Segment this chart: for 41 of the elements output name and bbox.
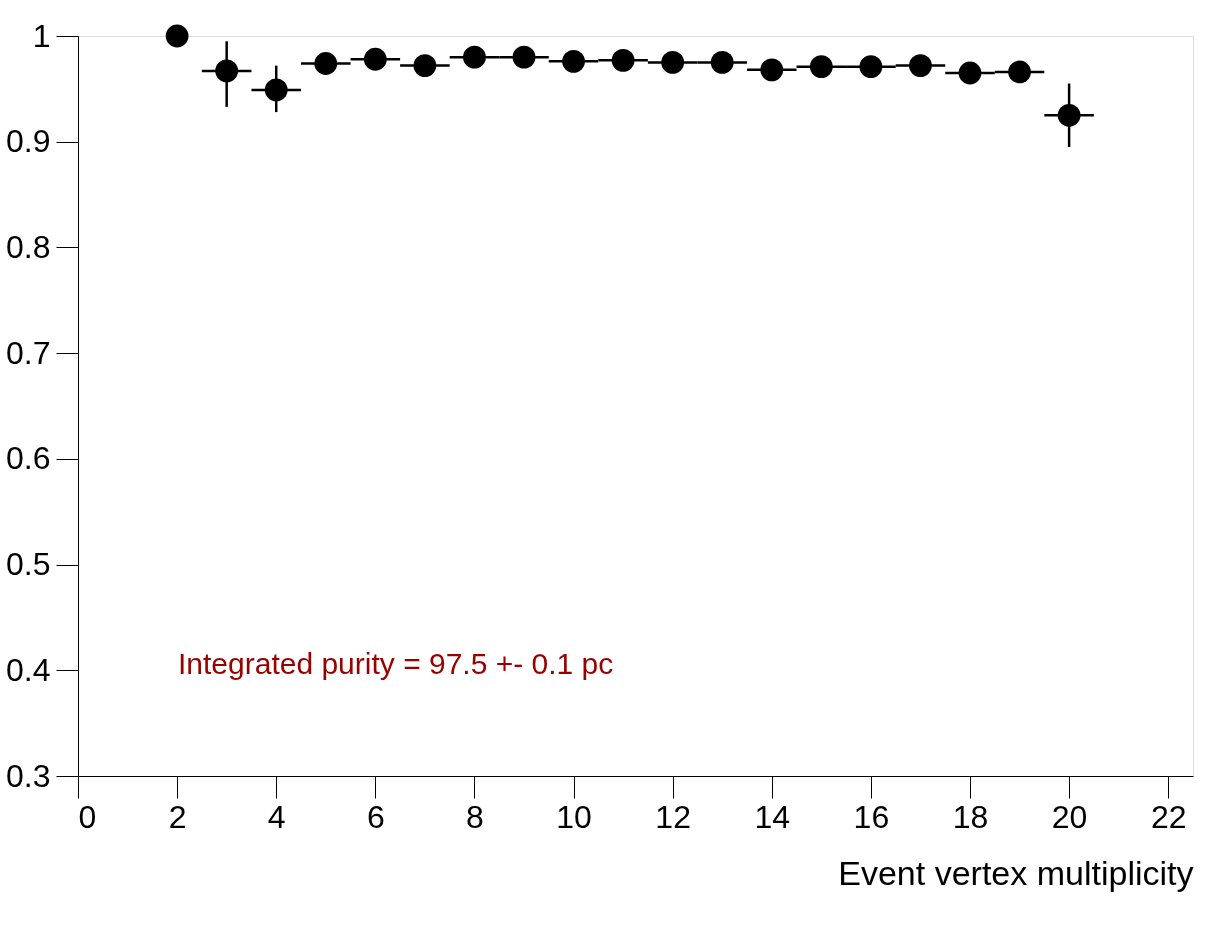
y-tick-label: 0.5 <box>6 546 51 583</box>
x-tick-label: 8 <box>466 798 484 835</box>
y-tick-label: 0.3 <box>6 757 51 794</box>
point <box>809 55 833 79</box>
x-tick-label: 14 <box>754 798 791 835</box>
y-tick-label: 0.4 <box>6 651 51 688</box>
x-tick-label: 2 <box>168 798 187 835</box>
point <box>1057 103 1081 127</box>
y-tick-label: 0.7 <box>6 334 51 371</box>
point <box>760 58 784 82</box>
point <box>909 54 932 77</box>
x-tick-label: 0 <box>78 798 97 835</box>
point <box>413 54 437 77</box>
y-tick-label: 0.9 <box>6 123 51 160</box>
point <box>314 52 338 75</box>
x-axis-title: Event vertex multiplicity <box>838 853 1194 892</box>
point <box>958 61 982 85</box>
point <box>264 78 288 102</box>
point <box>661 51 685 74</box>
point <box>363 47 387 71</box>
x-tick-label: 20 <box>1051 798 1088 835</box>
x-tick-label: 10 <box>556 798 592 835</box>
point <box>215 59 239 83</box>
annotation: Integrated purity = 97.5 +- 0.1 pc <box>178 647 614 680</box>
point <box>611 48 635 72</box>
y-tick-label: 0.6 <box>6 440 51 477</box>
x-tick-label: 18 <box>952 798 989 835</box>
point <box>463 45 486 69</box>
x-tick-label: 16 <box>853 798 890 835</box>
y-tick-label: 1 <box>32 17 51 54</box>
point <box>710 51 734 74</box>
point <box>165 24 189 48</box>
x-tick-label: 22 <box>1150 798 1187 835</box>
point <box>859 55 883 79</box>
point <box>1008 60 1031 84</box>
point <box>512 45 536 69</box>
y-tick-label: 0.8 <box>6 228 51 265</box>
x-tick-label: 12 <box>655 798 691 835</box>
x-tick-label: 4 <box>267 798 286 835</box>
x-tick-label: 6 <box>366 798 385 835</box>
point <box>562 49 585 73</box>
